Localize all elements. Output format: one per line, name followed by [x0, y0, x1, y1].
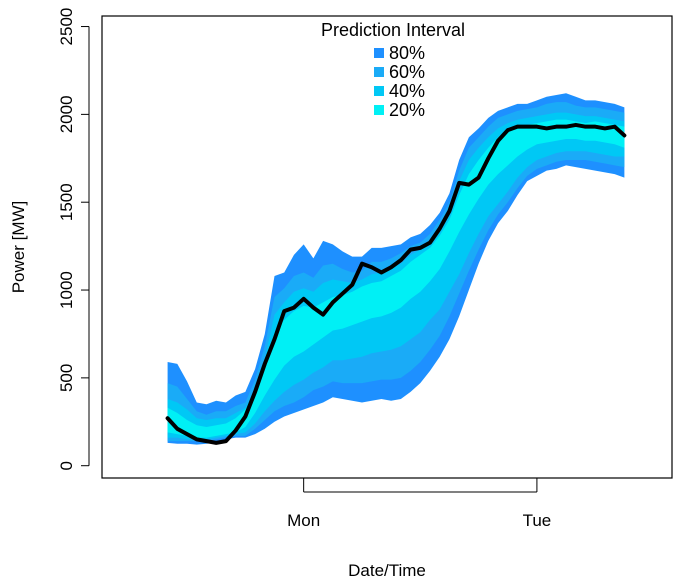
y-tick-label: 0	[57, 461, 76, 470]
x-axis-label: Date/Time	[348, 561, 426, 580]
y-tick-label: 2000	[57, 95, 76, 133]
legend-label: 80%	[389, 43, 425, 63]
y-tick-label: 1500	[57, 183, 76, 221]
plot-area	[101, 15, 673, 479]
x-tick-label-0: Mon	[287, 511, 320, 530]
x-axis: Mon Tue	[287, 478, 551, 530]
y-tick-label: 500	[57, 364, 76, 392]
legend-swatch	[374, 48, 384, 58]
y-axis: 0 500 1000 1500 2000 2500	[57, 8, 90, 470]
legend-swatch	[374, 105, 384, 115]
legend-swatch	[374, 67, 384, 77]
band-20pct	[167, 119, 625, 438]
x-tick-label-1: Tue	[523, 511, 552, 530]
legend-swatch	[374, 86, 384, 96]
y-tick-label: 1000	[57, 271, 76, 309]
forecast-line	[165, 122, 627, 445]
legend-title: Prediction Interval	[321, 20, 465, 40]
y-axis-label: Power [MW]	[9, 201, 28, 294]
legend: Prediction Interval 80%60%40%20%	[321, 20, 465, 120]
legend-items: 80%60%40%20%	[374, 43, 425, 120]
legend-label: 60%	[389, 62, 425, 82]
y-tick-label: 2500	[57, 8, 76, 46]
legend-label: 20%	[389, 100, 425, 120]
prediction-bands	[167, 93, 625, 445]
legend-label: 40%	[389, 81, 425, 101]
